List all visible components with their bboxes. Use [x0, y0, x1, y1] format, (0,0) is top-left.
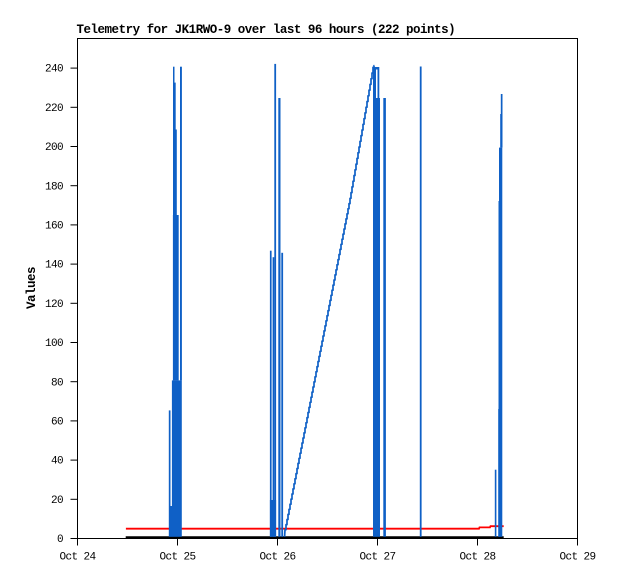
svg-text:0: 0 [57, 534, 63, 546]
svg-text:Oct 25: Oct 25 [159, 552, 195, 564]
svg-text:Oct 28: Oct 28 [459, 552, 495, 564]
svg-text:160: 160 [45, 221, 63, 233]
svg-text:Oct 29: Oct 29 [559, 552, 595, 564]
svg-text:40: 40 [51, 456, 63, 468]
svg-text:200: 200 [45, 142, 63, 154]
svg-text:220: 220 [45, 103, 63, 115]
svg-text:80: 80 [51, 377, 63, 389]
svg-text:Oct 24: Oct 24 [59, 552, 96, 564]
svg-text:100: 100 [45, 338, 63, 350]
svg-text:180: 180 [45, 181, 63, 193]
svg-text:Oct 26: Oct 26 [259, 552, 295, 564]
svg-text:60: 60 [51, 417, 63, 429]
svg-text:240: 240 [45, 64, 63, 76]
svg-text:140: 140 [45, 260, 63, 272]
svg-text:20: 20 [51, 495, 63, 507]
svg-text:120: 120 [45, 299, 63, 311]
svg-text:Oct 27: Oct 27 [359, 552, 395, 564]
svg-text:Telemetry for JK1RWO-9 over la: Telemetry for JK1RWO-9 over last 96 hour… [77, 23, 456, 37]
svg-text:Values: Values [25, 267, 39, 309]
